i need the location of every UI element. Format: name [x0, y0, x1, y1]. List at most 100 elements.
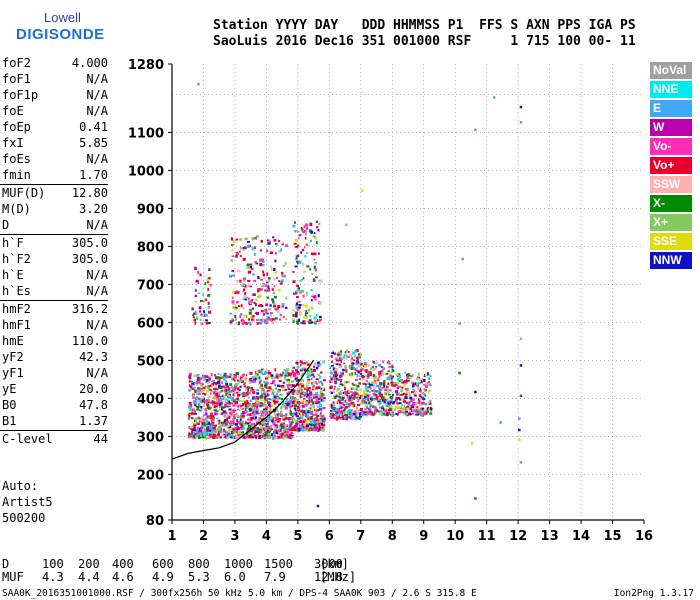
echo-dot [388, 402, 391, 406]
echo-dot [248, 408, 252, 410]
echo-dot [313, 232, 316, 235]
echo-dot [402, 409, 406, 412]
echo-dot [314, 409, 316, 411]
echo-dot [265, 311, 268, 315]
echo-dot [367, 386, 370, 390]
echo-dot [282, 424, 285, 427]
echo-dot [228, 393, 231, 397]
echo-dot [246, 413, 249, 417]
echo-dot [373, 386, 376, 389]
echo-dot [202, 430, 205, 433]
echo-dot [283, 274, 286, 278]
echo-dot [364, 369, 368, 372]
echo-dot [239, 280, 242, 283]
echo-dot [296, 417, 300, 420]
echo-dot [416, 406, 419, 409]
scatter-point [518, 428, 521, 432]
echo-dot [335, 359, 339, 362]
echo-dot [209, 389, 212, 391]
echo-dot [229, 402, 232, 405]
legend-item-x-: X+ [650, 214, 692, 231]
echo-dot [357, 409, 361, 412]
echo-dot [264, 413, 267, 417]
echo-dot [331, 352, 335, 355]
echo-dot [342, 409, 346, 412]
echo-dot [308, 395, 311, 398]
echo-dot [389, 400, 392, 403]
echo-dot [420, 380, 423, 383]
echo-dot [369, 372, 372, 375]
echo-dot [280, 436, 283, 439]
scatter-point [458, 371, 461, 375]
echo-dot [228, 425, 232, 428]
echo-dot [410, 404, 413, 407]
echo-dot [229, 312, 233, 315]
echo-dot [266, 249, 269, 253]
echo-dot [334, 375, 337, 378]
echo-dot [285, 296, 288, 300]
param-value: 1.37 [79, 414, 108, 428]
echo-dot [231, 430, 234, 434]
scatter-point [474, 497, 477, 500]
echo-dot [271, 318, 275, 321]
echo-dot [258, 404, 262, 407]
echo-dot [365, 379, 368, 383]
echo-dot [199, 273, 202, 277]
echo-dot [187, 436, 190, 439]
echo-dot [225, 392, 228, 396]
echo-dot [303, 413, 306, 417]
echo-dot [386, 388, 389, 392]
echo-dot [221, 404, 223, 407]
echo-dot [358, 361, 361, 365]
echo-dot [305, 293, 308, 297]
echo-dot [268, 386, 272, 390]
echo-dot [231, 249, 234, 252]
echo-dot [218, 384, 221, 388]
echo-dot [304, 229, 307, 233]
echo-dot [228, 429, 232, 432]
echo-dot [276, 421, 280, 423]
echo-dot [258, 369, 262, 372]
echo-dot [281, 271, 284, 275]
echo-dot [305, 244, 308, 246]
echo-dot [412, 398, 415, 401]
echo-dot [212, 379, 215, 382]
echo-dot [272, 399, 276, 403]
echo-dot [273, 402, 276, 405]
echo-dot [261, 304, 264, 308]
echo-dot [289, 436, 292, 439]
echo-dot [240, 406, 243, 409]
echo-dot [371, 404, 374, 407]
echo-dot [221, 381, 223, 385]
echo-dot [231, 319, 235, 322]
echo-dot [360, 367, 363, 370]
echo-dot [329, 404, 332, 407]
echo-dot [403, 405, 406, 408]
echo-dot [228, 400, 230, 403]
echo-dot [307, 380, 310, 384]
echo-dot [395, 397, 399, 401]
echo-dot [224, 403, 227, 407]
echo-dot [219, 425, 222, 429]
echo-dot [224, 396, 227, 399]
echo-dot [198, 427, 202, 430]
echo-dot [389, 405, 393, 408]
echo-dot [267, 431, 271, 434]
echo-dot [366, 394, 370, 397]
echo-dot [315, 367, 319, 370]
echo-dot [300, 420, 303, 423]
echo-dot [190, 380, 193, 383]
echo-dot [235, 253, 239, 255]
echo-dot [208, 387, 211, 390]
echo-dot [298, 260, 302, 264]
echo-dot [260, 399, 263, 402]
d-value: 800 [188, 557, 210, 571]
param-name: yE [2, 382, 17, 396]
echo-dot [277, 310, 280, 313]
echo-dot [288, 404, 291, 407]
echo-dot [251, 402, 255, 405]
echo-dot [260, 430, 264, 434]
echo-dot [249, 308, 253, 312]
echo-dot [378, 413, 381, 415]
echo-dot [316, 422, 319, 426]
